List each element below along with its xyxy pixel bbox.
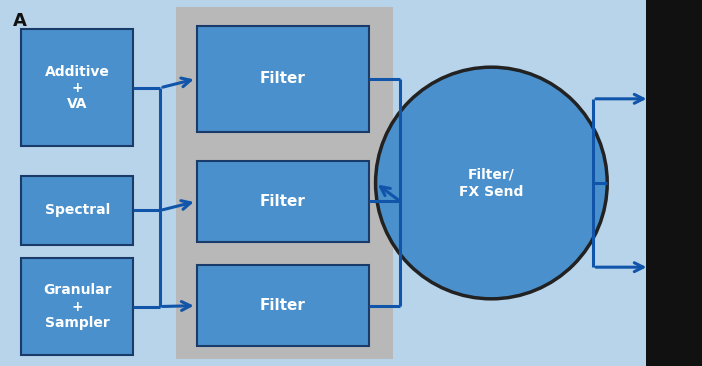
Bar bbox=[176, 7, 393, 359]
Bar bbox=[21, 29, 133, 146]
Text: Filter: Filter bbox=[260, 194, 305, 209]
Text: Filter/
FX Send: Filter/ FX Send bbox=[459, 167, 524, 199]
Text: Spectral: Spectral bbox=[45, 203, 110, 217]
Bar bbox=[646, 0, 702, 366]
Bar bbox=[197, 265, 369, 346]
Text: Granular
+
Sampler: Granular + Sampler bbox=[43, 283, 112, 330]
Bar bbox=[21, 258, 133, 355]
Bar bbox=[21, 176, 133, 245]
Text: Additive
+
VA: Additive + VA bbox=[45, 65, 110, 111]
Text: Filter: Filter bbox=[260, 298, 305, 313]
Text: A: A bbox=[13, 12, 27, 30]
Bar bbox=[197, 161, 369, 242]
Ellipse shape bbox=[376, 67, 607, 299]
Bar bbox=[197, 26, 369, 132]
Text: Filter: Filter bbox=[260, 71, 305, 86]
